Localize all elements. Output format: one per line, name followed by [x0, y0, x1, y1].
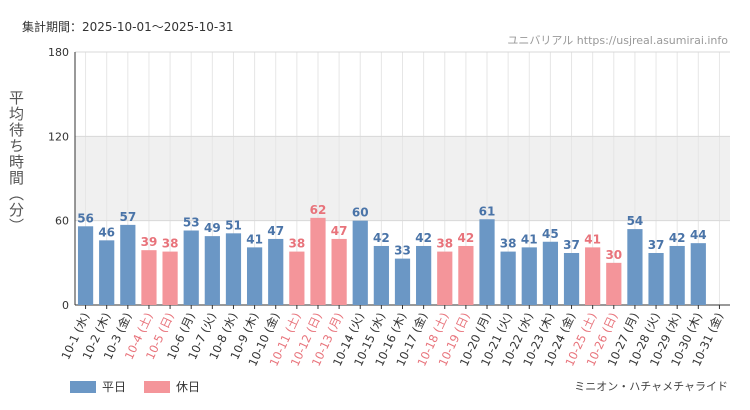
legend-swatch-holiday	[144, 380, 171, 393]
bar-value-label: 57	[119, 210, 136, 224]
attraction-name: ミニオン・ハチャメチャライド	[574, 380, 728, 393]
bar-value-label: 47	[267, 224, 284, 238]
bar-value-label: 38	[436, 237, 453, 251]
bar-value-label: 47	[331, 224, 348, 238]
y-tick-label: 120	[48, 130, 69, 143]
bar	[246, 247, 263, 305]
bar	[268, 238, 284, 305]
bar-value-label: 51	[225, 218, 242, 232]
legend: 平日 休日	[70, 378, 200, 395]
bar-value-label: 33	[394, 244, 411, 258]
bar-value-label: 42	[669, 231, 686, 245]
bar	[669, 245, 685, 305]
bar	[289, 251, 305, 305]
bar-value-label: 38	[500, 237, 517, 251]
bar	[648, 252, 664, 305]
bar-value-label: 62	[310, 203, 327, 217]
bar-value-label: 41	[246, 232, 263, 246]
bar-value-label: 60	[352, 206, 369, 220]
bar-value-label: 38	[162, 237, 179, 251]
bar	[352, 220, 368, 305]
bar	[479, 219, 495, 305]
bar-value-label: 53	[183, 216, 200, 230]
y-tick-label: 60	[55, 215, 69, 228]
bar	[394, 258, 411, 305]
legend-label-weekday: 平日	[102, 380, 127, 394]
bar-value-label: 42	[458, 231, 475, 245]
bar	[542, 241, 559, 305]
bar-value-label: 37	[563, 238, 580, 252]
bar	[585, 247, 601, 305]
period-label: 集計期間：2025-10-01～2025-10-31	[22, 20, 234, 34]
bar	[141, 250, 157, 305]
legend-label-holiday: 休日	[176, 380, 201, 394]
bar-value-label: 49	[204, 221, 221, 235]
site-watermark: ユニバリアル https://usjreal.asumirai.info	[507, 34, 728, 47]
bar-value-label: 37	[648, 238, 665, 252]
bar	[225, 233, 242, 305]
legend-item-weekday: 平日	[70, 378, 126, 395]
bar	[162, 251, 178, 305]
bar-value-label: 45	[542, 227, 559, 241]
bar-value-label: 38	[289, 237, 306, 251]
y-tick-label: 180	[48, 46, 69, 59]
bar-value-label: 42	[415, 231, 432, 245]
bar	[521, 247, 537, 305]
bar-value-label: 61	[479, 204, 496, 218]
bar	[373, 245, 389, 305]
bar-value-label: 54	[627, 214, 644, 228]
bar-value-label: 41	[521, 232, 538, 246]
legend-swatch-weekday	[70, 380, 96, 393]
bar	[563, 252, 580, 305]
bar	[204, 236, 220, 305]
bar	[500, 251, 516, 305]
bar-value-label: 42	[373, 231, 390, 245]
bar-value-label: 46	[98, 225, 115, 239]
bar	[77, 226, 94, 305]
bar	[627, 229, 643, 305]
bar	[606, 262, 622, 305]
bar	[416, 245, 432, 305]
bar	[690, 243, 706, 305]
bar	[458, 245, 474, 305]
y-axis-title: 平均待ち時間（分）	[7, 90, 25, 234]
y-tick-label: 0	[62, 299, 69, 312]
bar	[437, 251, 453, 305]
bar	[183, 230, 199, 305]
legend-item-holiday: 休日	[144, 378, 200, 395]
bar-value-label: 41	[584, 232, 601, 246]
bar	[310, 217, 326, 305]
bar-value-label: 30	[605, 248, 622, 262]
bar	[99, 240, 115, 305]
bar	[331, 238, 347, 305]
bar-value-label: 39	[141, 235, 158, 249]
bar-value-label: 56	[77, 211, 94, 225]
bar-value-label: 44	[690, 228, 707, 242]
bar	[120, 224, 136, 305]
